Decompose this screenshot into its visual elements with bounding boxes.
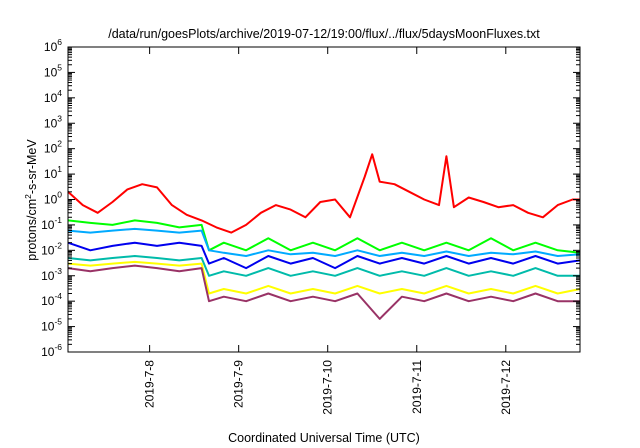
y-tick-label: 101 bbox=[44, 164, 62, 181]
x-tick-label: 2019-7-11 bbox=[410, 360, 424, 414]
x-tick-label: 2019-7-9 bbox=[232, 360, 246, 408]
y-tick-label: 10-2 bbox=[41, 240, 62, 257]
series-layer bbox=[67, 153, 581, 320]
y-tick-label: 10-5 bbox=[41, 317, 62, 334]
x-tick-label: 2019-7-10 bbox=[321, 360, 335, 415]
series-line-1 bbox=[67, 219, 581, 254]
y-axis-title: protons/cm2-s-sr-MeV bbox=[23, 139, 39, 261]
x-tick-label: 2019-7-12 bbox=[499, 360, 513, 415]
x-axis-title: Coordinated Universal Time (UTC) bbox=[228, 431, 420, 445]
x-tick-label: 2019-7-8 bbox=[143, 360, 157, 408]
series-line-4 bbox=[67, 255, 580, 277]
y-tick-label: 104 bbox=[44, 88, 62, 105]
series-line-3 bbox=[67, 241, 581, 270]
y-tick-label: 10-4 bbox=[41, 291, 62, 308]
series-line-2 bbox=[67, 227, 581, 257]
y-axis-title-main: protons/cm bbox=[25, 199, 39, 261]
series-line-5 bbox=[67, 260, 581, 295]
y-tick-label: 106 bbox=[44, 37, 62, 54]
y-tick-label: 103 bbox=[44, 113, 62, 130]
y-tick-label: 10-6 bbox=[41, 342, 62, 359]
plot-frame bbox=[67, 46, 581, 353]
x-axis: 2019-7-8 2019-7-9 2019-7-10 2019-7-11 2019-7… bbox=[143, 47, 513, 415]
y-tick-label: 100 bbox=[44, 190, 62, 207]
series-line-6 bbox=[67, 264, 580, 320]
y-tick-label: 102 bbox=[44, 139, 62, 156]
y-tick-label: 10-1 bbox=[41, 215, 62, 232]
y-axis-title-exponent: 2 bbox=[23, 194, 33, 199]
y-tick-label: 105 bbox=[44, 62, 62, 79]
y-tick-label: 10-3 bbox=[41, 266, 62, 283]
chart-title: /data/run/goesPlots/archive/2019-07-12/1… bbox=[108, 27, 540, 41]
y-axis-title-rest: -s-sr-MeV bbox=[25, 139, 39, 195]
series-line-0 bbox=[67, 153, 580, 234]
y-axis: 10-6 10-5 10-4 10-3 10-2 10-1 100 101 102 103 104 1… bbox=[41, 37, 580, 359]
